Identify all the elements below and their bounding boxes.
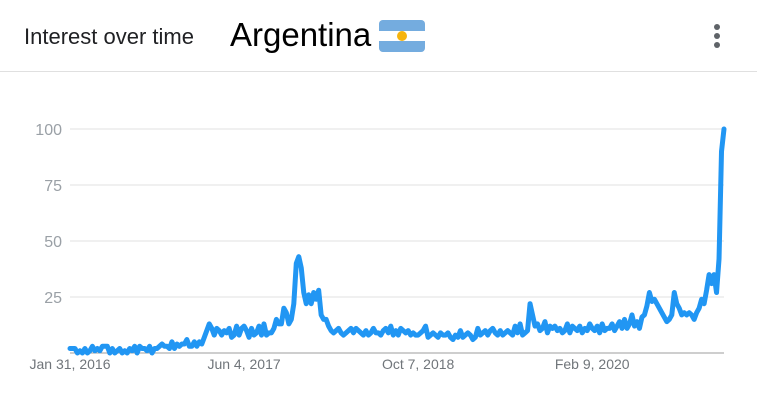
- series-line: [67, 126, 727, 356]
- x-axis-ticks: Jan 31, 2016 Jun 4, 2017 Oct 7, 2018 Feb 9,…: [30, 356, 630, 372]
- y-axis-ticks: 25 50 75 100: [35, 122, 62, 307]
- interest-line-chart: 25 50 75 100 Jan 31, 2016 Jun 4, 2017 Oct 7, …: [30, 122, 727, 372]
- chart-title: Interest over time: [24, 24, 194, 49]
- y-tick-label: 75: [44, 178, 62, 195]
- chart-header: Interest over time Argentina: [0, 0, 757, 72]
- series-points: [69, 128, 725, 354]
- x-tick-label: Jan 31, 2016: [30, 356, 111, 372]
- x-tick-label: Jun 4, 2017: [207, 356, 280, 372]
- y-tick-label: 50: [44, 234, 62, 251]
- x-tick-label: Oct 7, 2018: [382, 356, 455, 372]
- chart-grid: [70, 128, 724, 354]
- more-vert-icon[interactable]: [706, 22, 728, 50]
- y-tick-label: 25: [44, 290, 62, 307]
- argentina-flag-icon: [379, 20, 425, 52]
- x-tick-label: Feb 9, 2020: [555, 356, 630, 372]
- y-tick-label: 100: [35, 122, 62, 139]
- region-name: Argentina: [230, 16, 372, 53]
